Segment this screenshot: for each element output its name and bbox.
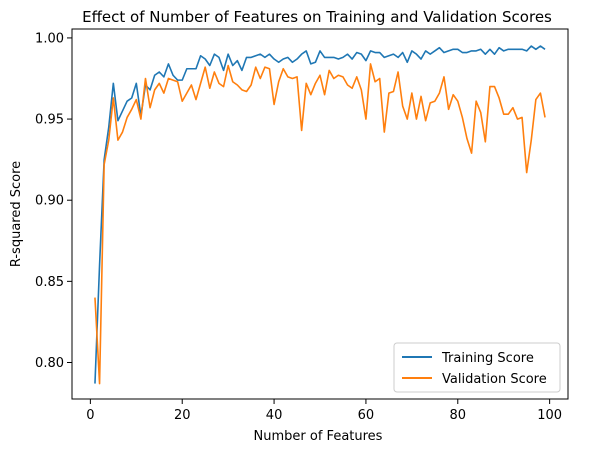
x-tick-label: 100 — [537, 408, 562, 423]
y-tick-label: 0.80 — [35, 356, 64, 371]
x-tick-label: 60 — [358, 408, 375, 423]
x-tick-label: 0 — [86, 408, 94, 423]
x-tick-label: 40 — [266, 408, 283, 423]
legend: Training Score Validation Score — [393, 342, 561, 393]
x-axis: 0 20 40 60 80 100 — [86, 399, 562, 423]
y-axis: 0.80 0.85 0.90 0.95 1.00 — [35, 31, 72, 371]
series-line-training-score — [94, 45, 546, 384]
y-axis-label: R-squared Score — [9, 161, 24, 267]
plot-frame — [71, 28, 569, 400]
series-lines — [94, 45, 546, 385]
x-tick-label: 80 — [450, 408, 467, 423]
x-axis-label: Number of Features — [254, 429, 383, 444]
y-tick-label: 0.85 — [35, 275, 64, 290]
legend-label-validation: Validation Score — [442, 372, 547, 387]
y-tick-label: 0.95 — [35, 113, 64, 128]
chart-title: Effect of Number of Features on Training… — [82, 8, 552, 26]
x-tick-label: 20 — [174, 408, 191, 423]
y-tick-label: 0.90 — [35, 194, 64, 209]
legend-label-training: Training Score — [441, 351, 534, 366]
series-line-validation-score — [94, 63, 546, 385]
legend-box — [393, 342, 561, 393]
y-tick-label: 1.00 — [35, 31, 64, 46]
